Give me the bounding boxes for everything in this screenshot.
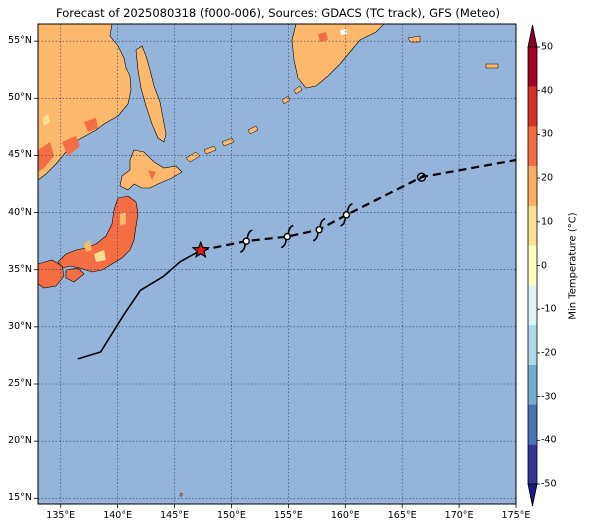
lon-tick-label: 165°E: [387, 510, 417, 521]
lat-tick-label: 40°N: [8, 206, 32, 218]
island-hokkaido: [119, 149, 183, 191]
land-cool-kamchatka: [340, 29, 347, 35]
colorbar-tick-label: -20: [541, 347, 557, 359]
colorbar-tick-label: 30: [541, 128, 554, 140]
typhoon-symbol: [280, 224, 294, 249]
colorbar-tick-label: 0: [541, 260, 548, 271]
landmass-mainland: [38, 24, 132, 181]
colorbar-segment: [528, 245, 537, 286]
extratropical-symbol: [416, 172, 427, 182]
colorbar-tick-label: -30: [541, 391, 557, 403]
colorbar-tick-label: 10: [541, 216, 554, 228]
map-plot-area: [38, 24, 516, 504]
land-mild-honshu: [94, 250, 106, 262]
lon-tick-label: 175°E: [501, 510, 531, 521]
colorbar-segment: [528, 86, 537, 127]
colorbar-segment: [528, 47, 537, 87]
colorbar: [527, 24, 540, 507]
colorbar-segment: [528, 205, 537, 246]
lon-tick-label: 170°E: [444, 510, 474, 521]
colorbar-segment: [528, 126, 537, 167]
islands-small: [179, 35, 499, 497]
island-shikoku: [65, 267, 85, 283]
lat-tick-label: 50°N: [8, 92, 32, 104]
islands-kuril: [185, 85, 303, 163]
island-honshu: [57, 195, 139, 273]
map-frame: [37, 23, 517, 505]
colorbar-extend-high: [527, 24, 538, 48]
lon-tick-label: 155°E: [273, 510, 303, 521]
lon-tick-label: 140°E: [103, 510, 133, 521]
lon-tick-label: 135°E: [46, 510, 76, 521]
island-sakhalin: [135, 45, 167, 143]
storm-symbols: [240, 172, 427, 253]
track-past: [77, 249, 202, 360]
lat-tick-label: 30°N: [8, 320, 32, 332]
colorbar-segment: [528, 285, 537, 326]
typhoon-symbol: [312, 217, 326, 242]
island-kyushu: [38, 259, 65, 289]
colorbar-tick-label: -40: [541, 434, 557, 446]
peninsula-kamchatka: [291, 24, 385, 89]
colorbar-segment: [528, 364, 537, 405]
colorbar-segment: [528, 444, 537, 484]
colorbar-tick-label: 50: [541, 41, 554, 53]
colorbar-segment: [528, 166, 537, 206]
colorbar-extend-low: [527, 483, 538, 507]
land-hot-mainland: [38, 142, 54, 172]
lon-tick-label: 145°E: [160, 510, 190, 521]
tick-marks: [34, 40, 517, 508]
lon-tick-label: 150°E: [217, 510, 246, 521]
lat-tick-label: 35°N: [8, 263, 32, 275]
land-hot-mainland-2: [62, 136, 80, 156]
map-title: Forecast of 2025080318 (f000-006), Sourc…: [56, 6, 500, 20]
lat-tick-label: 45°N: [8, 149, 32, 161]
typhoon-symbol: [340, 203, 353, 227]
lat-tick-label: 15°N: [8, 492, 32, 504]
typhoon-symbol: [240, 229, 253, 253]
gridlines: [38, 24, 516, 504]
land-mild-mainland: [42, 114, 50, 126]
land-hot-kamchatka: [318, 32, 328, 42]
colorbar-segment: [528, 404, 537, 445]
lat-tick-label: 55°N: [8, 35, 32, 47]
colorbar-label: Min Temperature (°C): [567, 212, 579, 320]
lat-tick-label: 20°N: [8, 435, 32, 447]
land-hot-hokkaido: [148, 170, 156, 180]
colorbar-tick-label: -10: [541, 303, 557, 315]
colorbar-segment: [528, 325, 537, 365]
colorbar-tick-label: 20: [541, 172, 554, 184]
colorbar-tick-label: 40: [541, 85, 554, 97]
land-mild-honshu-2: [120, 212, 126, 226]
lon-tick-label: 160°E: [330, 510, 360, 521]
lat-tick-label: 25°N: [8, 378, 32, 389]
colorbar-tick-label: -50: [541, 478, 557, 490]
land-hot-mainland-3: [84, 118, 98, 132]
current-position-star: [191, 240, 211, 259]
land-mild-honshu-3: [84, 240, 92, 252]
